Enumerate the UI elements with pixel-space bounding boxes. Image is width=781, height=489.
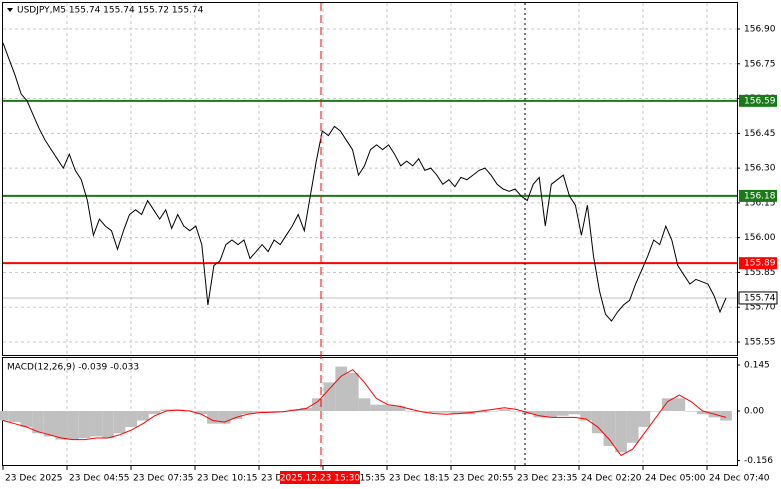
histogram-bar xyxy=(358,398,371,412)
histogram-bar xyxy=(685,411,697,412)
y-tick-label: 156.90 xyxy=(744,24,776,34)
histogram-bar xyxy=(603,411,616,446)
histogram-bar xyxy=(615,411,627,453)
x-tick-label: 23 Dec 07:35 xyxy=(133,474,194,484)
main-pane xyxy=(2,2,738,356)
current-price-label: 155.74 xyxy=(744,293,776,303)
y-tick-label: 0.145 xyxy=(744,360,770,370)
histogram-bar xyxy=(347,372,359,412)
histogram-bar xyxy=(0,411,9,421)
histogram-bar xyxy=(475,411,487,413)
y-tick-label: 155.55 xyxy=(744,338,776,348)
histogram-bar xyxy=(393,406,406,412)
crosshair-label: 2025.12.23 15:30 xyxy=(280,474,361,484)
histogram-bar xyxy=(125,411,138,427)
histogram-bar xyxy=(90,411,103,437)
x-tick-label: 24 Dec 05:00 xyxy=(645,474,706,484)
histogram-bar xyxy=(556,411,569,416)
histogram-bar xyxy=(160,409,173,412)
histogram-bar xyxy=(650,411,662,412)
histogram-bar xyxy=(312,398,324,412)
histogram-bar xyxy=(300,407,313,412)
histogram-bar xyxy=(428,411,441,413)
crosshair-label-box xyxy=(280,471,360,484)
level-label-box xyxy=(739,94,777,107)
histogram-bar xyxy=(32,411,44,434)
x-tick-label: 23 Dec 18:15 xyxy=(389,474,450,484)
x-tick-label: 23 Dec 2025 xyxy=(5,474,63,484)
x-tick-label: 23 Dec 10:15 xyxy=(197,474,258,484)
histogram-bar xyxy=(43,411,56,437)
y-tick-label: 156.15 xyxy=(744,198,776,208)
current-price-box xyxy=(738,291,778,305)
x-tick-label: 23 Dec 23:35 xyxy=(517,474,578,484)
histogram-bar xyxy=(440,411,452,413)
level-label-box xyxy=(739,257,777,270)
histogram-bar xyxy=(370,404,382,412)
x-tick-label: 23 Dec 20:55 xyxy=(453,474,514,484)
histogram-bar xyxy=(102,411,114,439)
histogram-bar xyxy=(568,411,581,415)
level-label: 156.59 xyxy=(744,96,776,106)
x-tick-label: 24 Dec 07:40 xyxy=(709,474,770,484)
histogram-bar xyxy=(335,366,348,412)
histogram-bar xyxy=(580,411,592,421)
histogram-bar xyxy=(8,411,21,423)
histogram-bar xyxy=(253,411,266,413)
y-tick-label: -0.156 xyxy=(744,456,773,466)
y-tick-label: 156.00 xyxy=(744,233,776,243)
histogram-bar xyxy=(661,398,674,412)
x-tick-label: 24 Dec 02:20 xyxy=(581,474,642,484)
histogram-bar xyxy=(242,411,254,415)
histogram-bar xyxy=(545,411,557,418)
level-label: 156.18 xyxy=(744,191,776,201)
price-line xyxy=(2,42,727,322)
y-tick-label: 156.75 xyxy=(744,59,776,69)
x-tick-label: 23 Dec 04:55 xyxy=(69,474,130,484)
histogram-bar xyxy=(230,411,243,419)
chart-title: USDJPY,M5 155.74 155.74 155.72 155.74 xyxy=(17,6,204,16)
histogram-bar xyxy=(148,411,161,415)
histogram-bar xyxy=(381,404,394,412)
y-tick-label: 156.45 xyxy=(744,129,776,139)
histogram-bar xyxy=(498,409,511,412)
macd-title: MACD(12,26,9) -0.039 -0.033 xyxy=(7,363,139,373)
histogram-bar xyxy=(416,411,429,412)
histogram-bar xyxy=(323,382,336,412)
y-tick-label: 155.70 xyxy=(744,303,776,313)
histogram-bar xyxy=(638,411,651,427)
menu-arrow[interactable] xyxy=(7,8,13,12)
histogram-bar xyxy=(591,411,604,434)
level-label-box xyxy=(739,189,777,202)
histogram-bar xyxy=(137,411,149,421)
signal-line xyxy=(2,369,727,457)
histogram-bar xyxy=(486,411,499,412)
histogram-bar xyxy=(207,411,219,424)
histogram-bar xyxy=(720,411,732,421)
histogram-bar xyxy=(626,411,639,443)
histogram-bar xyxy=(218,411,231,424)
y-tick-label: 155.85 xyxy=(744,268,776,278)
histogram-bar xyxy=(533,411,546,418)
histogram-bar xyxy=(113,411,126,434)
level-label: 155.89 xyxy=(744,259,776,269)
histogram-bar xyxy=(673,398,686,412)
histogram-bar xyxy=(696,411,709,415)
y-tick-label: 156.30 xyxy=(744,164,776,174)
histogram-bar xyxy=(20,411,33,427)
histogram-bar xyxy=(405,411,417,412)
histogram-bar xyxy=(195,411,208,415)
histogram-bar xyxy=(78,411,91,439)
y-tick-label: 0.00 xyxy=(744,407,764,417)
histogram-bar xyxy=(55,411,68,440)
histogram-bar xyxy=(451,411,464,415)
histogram-bar xyxy=(510,411,522,412)
histogram-bar xyxy=(67,411,79,440)
